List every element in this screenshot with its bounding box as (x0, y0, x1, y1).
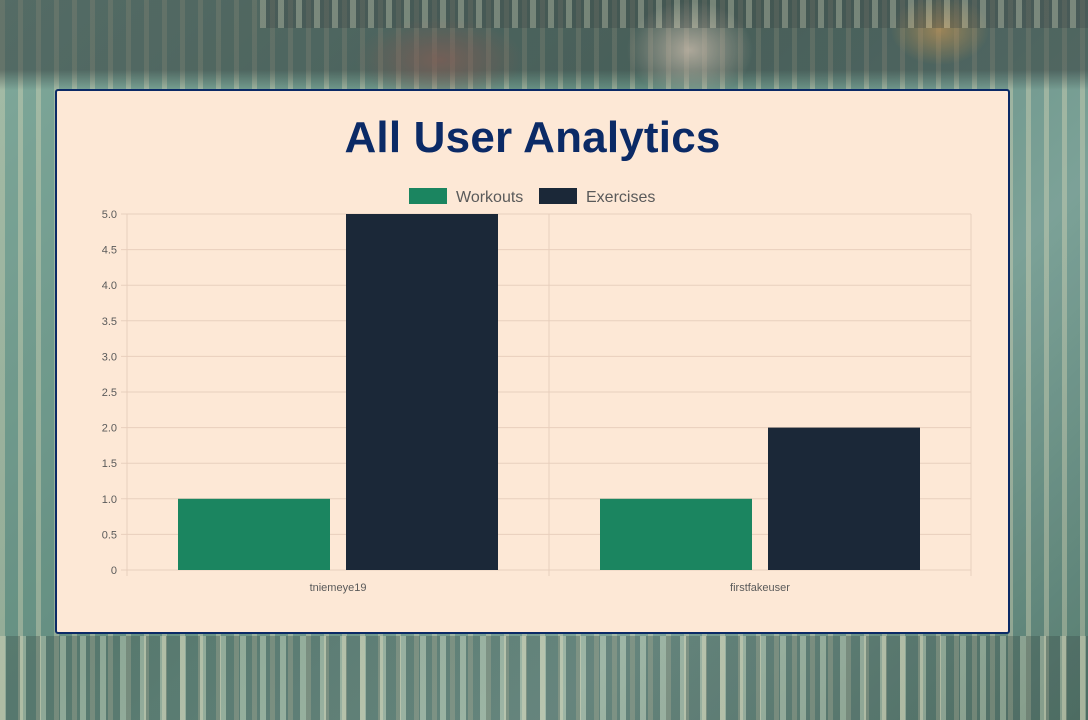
x-tick-label: firstfakeuser (730, 582, 790, 594)
legend-label-exercises: Exercises (586, 189, 655, 206)
y-tick-label: 4.0 (102, 280, 117, 292)
analytics-card: All User Analytics 0 0.5 1.0 1.5 2.0 2.5 3.0 3.… (55, 89, 1010, 634)
bar-exercises-tniemeye19 (346, 214, 498, 570)
y-tick-label: 3.5 (102, 316, 117, 328)
y-tick-label: 4.5 (102, 245, 117, 257)
background-top-strip (260, 0, 1088, 28)
page-title: All User Analytics (344, 113, 721, 162)
legend-swatch-exercises (539, 188, 577, 204)
y-tick-label: 1.0 (102, 494, 117, 506)
y-tick-label: 2.0 (102, 423, 117, 435)
y-tick-label: 3.0 (102, 351, 117, 363)
y-tick-label: 5.0 (102, 209, 117, 221)
bar-workouts-tniemeye19 (178, 498, 330, 570)
y-tick-label: 0 (111, 565, 117, 577)
y-tick-label: 2.5 (102, 387, 117, 399)
legend-swatch-workouts (409, 188, 447, 204)
y-tick-label: 0.5 (102, 529, 117, 541)
background-bottom-strip (0, 636, 1088, 720)
y-tick-label: 1.5 (102, 458, 117, 470)
x-tick-label: tniemeye19 (310, 582, 367, 594)
bar-exercises-firstfakeuser (768, 427, 920, 570)
legend-label-workouts: Workouts (456, 189, 523, 206)
bar-workouts-firstfakeuser (600, 498, 752, 570)
bar-chart: 0 0.5 1.0 1.5 2.0 2.5 3.0 3.5 4.0 4.5 5.0 tniemeye1… (102, 188, 972, 594)
